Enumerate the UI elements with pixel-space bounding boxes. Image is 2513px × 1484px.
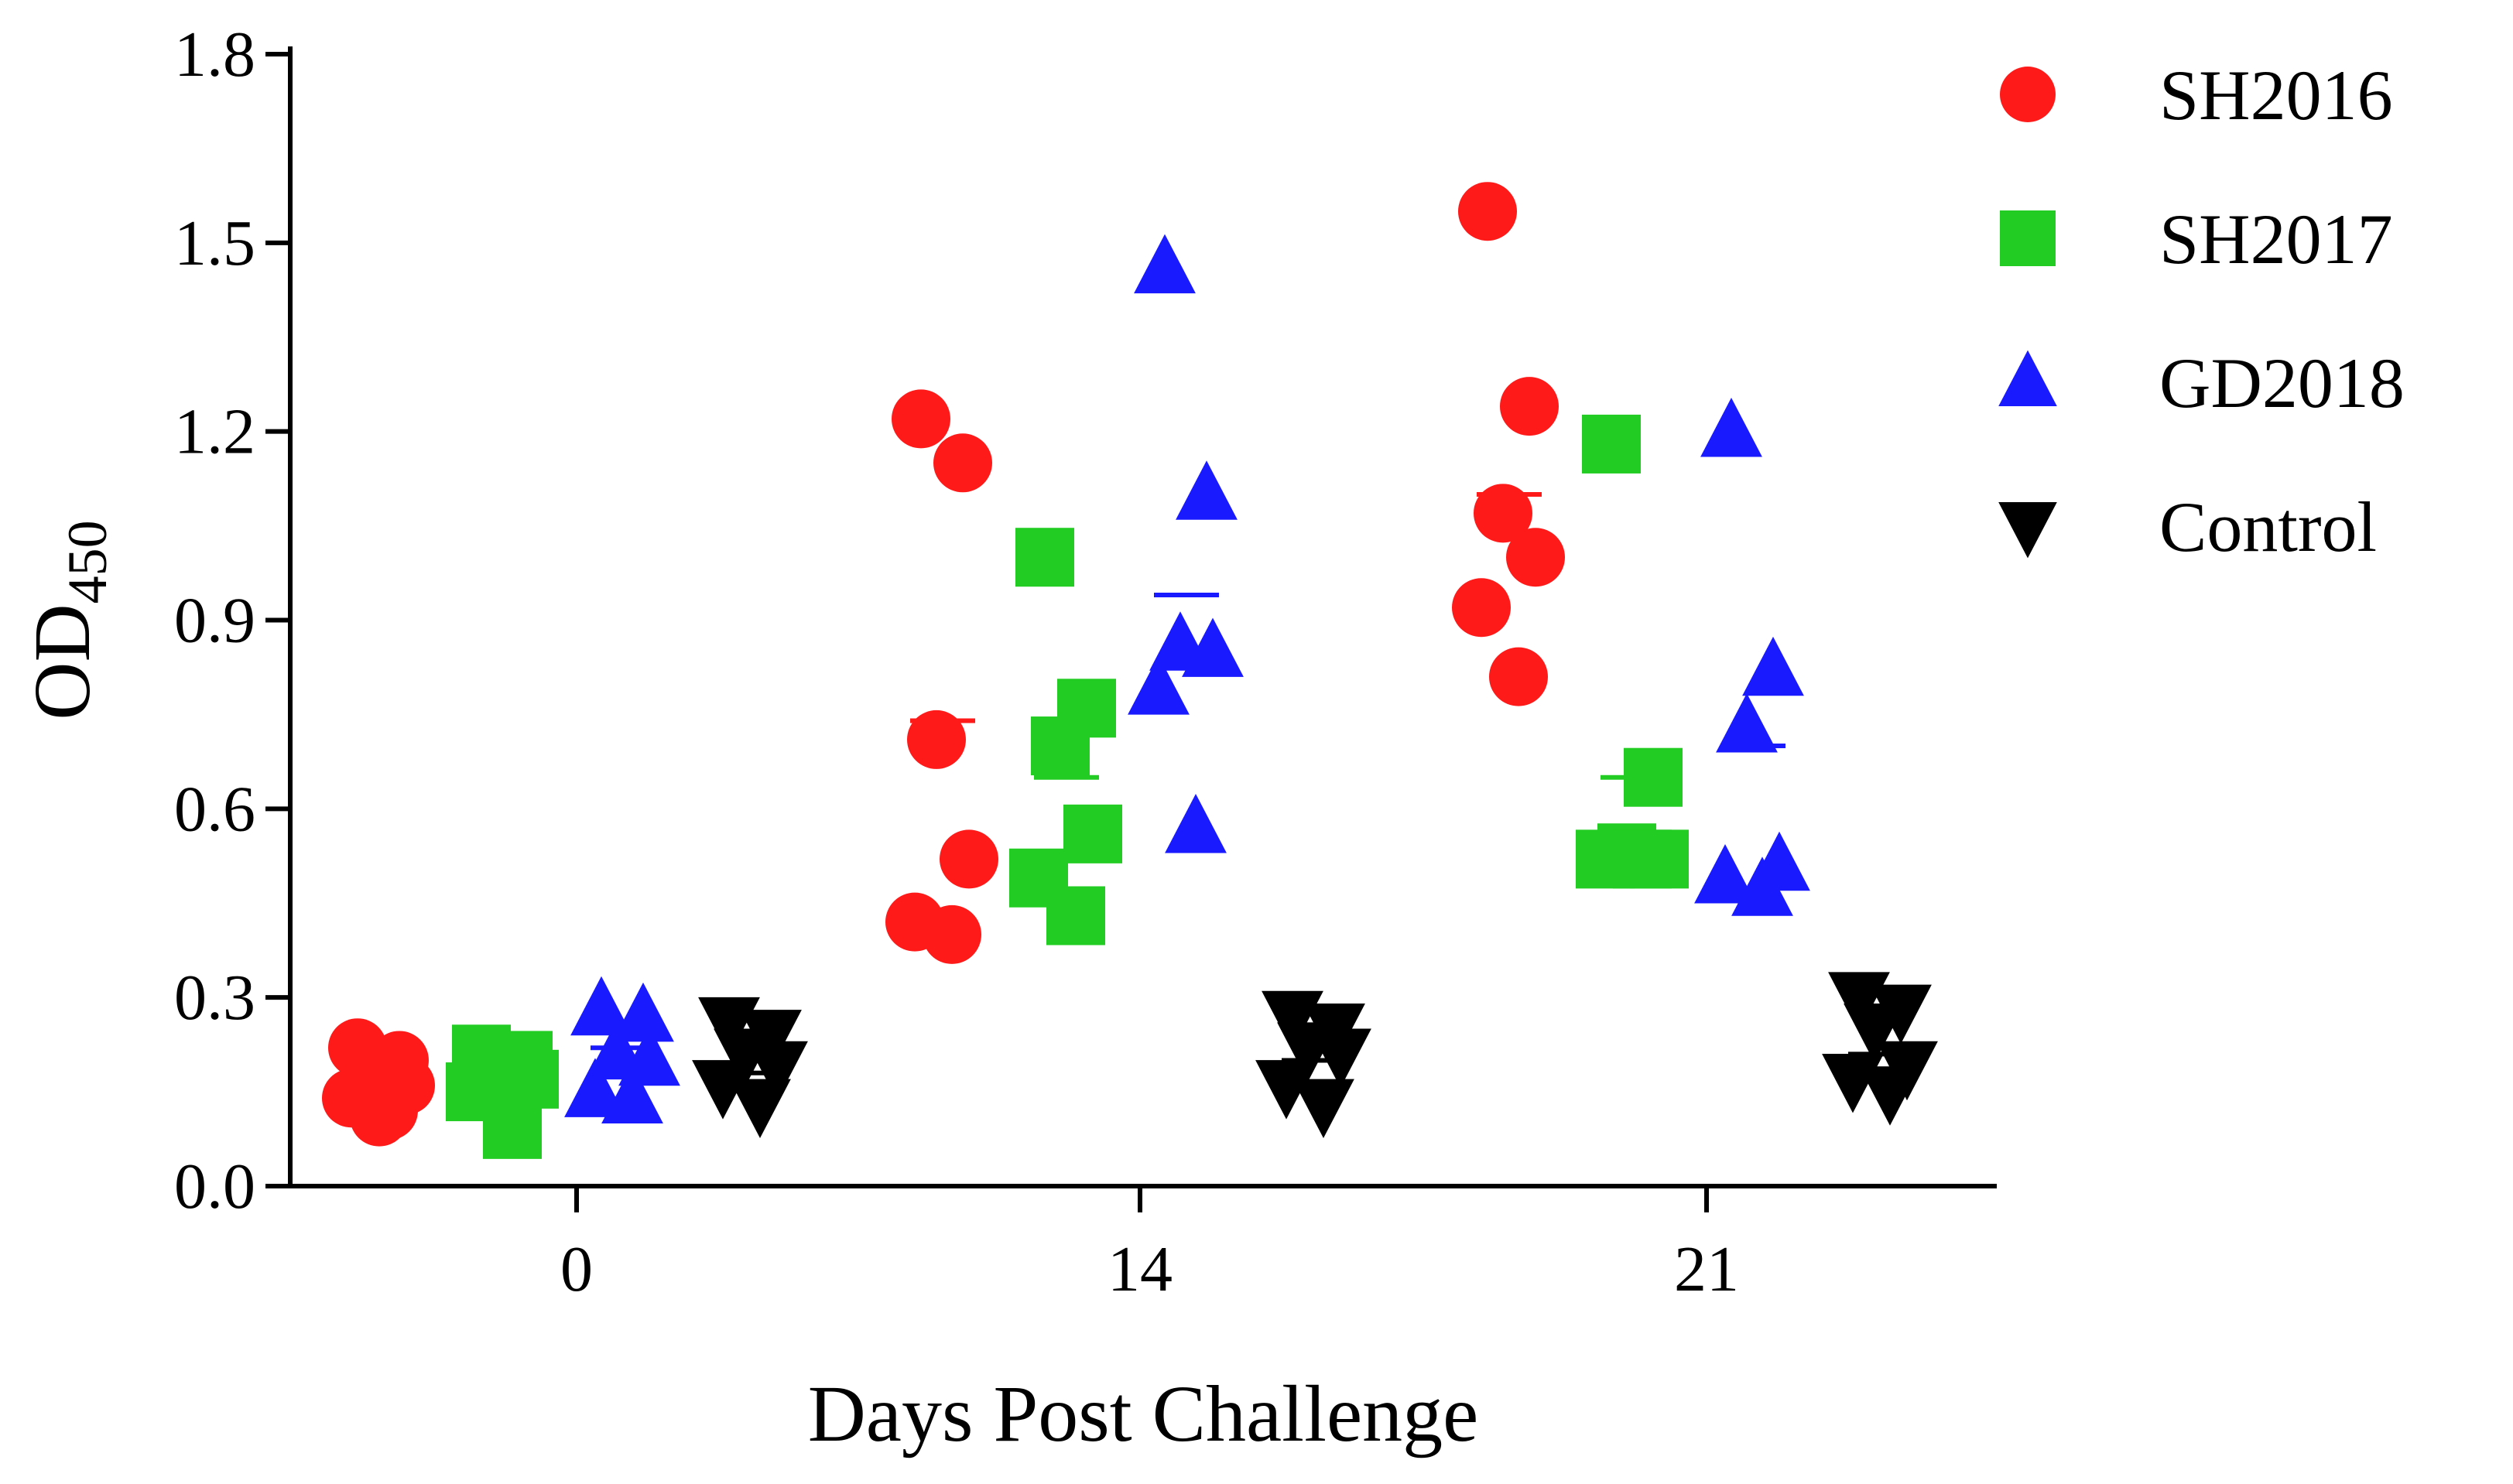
- data-point-gd2018: [1742, 636, 1804, 696]
- data-point-sh2017: [1582, 414, 1641, 474]
- y-tick-label: 1.2: [174, 396, 255, 468]
- data-point-control: [1870, 984, 1932, 1045]
- data-point-gd2018: [601, 1064, 663, 1123]
- x-tick-label: 21: [1674, 1233, 1739, 1305]
- data-point-gd2018: [1716, 692, 1778, 753]
- legend: SH2016 SH2017 GD2018 Control: [1998, 56, 2405, 566]
- data-point-sh2016: [1506, 528, 1565, 587]
- data-point-control: [1255, 1060, 1317, 1120]
- legend-label-gd2018: GD2018: [2159, 344, 2405, 422]
- data-point-sh2016: [1474, 484, 1532, 543]
- y-tick-label: 0.0: [174, 1151, 255, 1222]
- legend-marker-sh2016: [2000, 67, 2056, 122]
- data-point-sh2017: [1046, 886, 1105, 945]
- y-axis-title-main: OD: [18, 604, 107, 720]
- data-point-sh2016: [923, 904, 981, 964]
- data-point-gd2018: [1700, 397, 1762, 457]
- y-axis-title: OD450: [18, 520, 118, 720]
- data-point-sh2016: [1489, 647, 1548, 706]
- data-point-gd2018: [1165, 794, 1227, 853]
- y-tick-label: 0.3: [174, 962, 255, 1034]
- x-tick-label: 14: [1108, 1233, 1173, 1305]
- data-point-sh2017: [1613, 829, 1672, 889]
- data-point-sh2016: [1452, 578, 1511, 638]
- data-point-sh2016: [940, 829, 998, 889]
- y-tick-label: 0.9: [174, 585, 255, 657]
- data-point-sh2016: [933, 433, 992, 493]
- data-point-sh2016: [892, 389, 950, 449]
- y-tick-label: 1.8: [174, 19, 255, 91]
- y-axis-title-subscript: 450: [56, 520, 118, 604]
- data-point-control: [1292, 1079, 1354, 1139]
- data-point-gd2018: [1694, 844, 1756, 904]
- y-tick-label: 0.6: [174, 773, 255, 845]
- data-point-gd2018: [564, 1058, 626, 1117]
- data-point-sh2017: [483, 1099, 542, 1159]
- legend-label-control: Control: [2159, 487, 2377, 566]
- plot-area: [322, 182, 1938, 1159]
- data-point-gd2018: [612, 982, 674, 1042]
- y-tick-label: 1.5: [174, 207, 255, 279]
- data-point-sh2017: [1063, 804, 1122, 863]
- data-point-sh2016: [350, 1087, 409, 1147]
- data-point-control: [1844, 1004, 1905, 1063]
- data-point-sh2017: [1015, 528, 1074, 587]
- data-point-sh2016: [1500, 377, 1559, 436]
- data-point-control: [1859, 1066, 1921, 1126]
- data-point-control: [740, 1010, 802, 1069]
- x-axis-title: Days Post Challenge: [808, 1369, 1479, 1458]
- data-point-sh2016: [907, 710, 966, 769]
- legend-label-sh2016: SH2016: [2159, 56, 2393, 135]
- data-point-gd2018: [1134, 234, 1196, 294]
- data-point-gd2018: [1176, 460, 1238, 520]
- data-point-gd2018: [1182, 617, 1244, 677]
- legend-marker-control: [1998, 501, 2057, 559]
- data-point-gd2018: [1128, 655, 1190, 715]
- legend-label-sh2017: SH2017: [2159, 200, 2393, 279]
- x-tick-label: 0: [560, 1233, 593, 1305]
- axes: 0.0 0.3 0.6 0.9 1.2 1.5 1.8 0 14 21: [174, 19, 1997, 1305]
- data-point-gd2018: [1731, 857, 1793, 916]
- data-point-control: [729, 1079, 791, 1139]
- legend-marker-sh2017: [2000, 210, 2056, 266]
- legend-marker-gd2018: [1998, 350, 2057, 407]
- data-point-sh2016: [1458, 182, 1517, 241]
- data-point-sh2017: [1031, 716, 1090, 776]
